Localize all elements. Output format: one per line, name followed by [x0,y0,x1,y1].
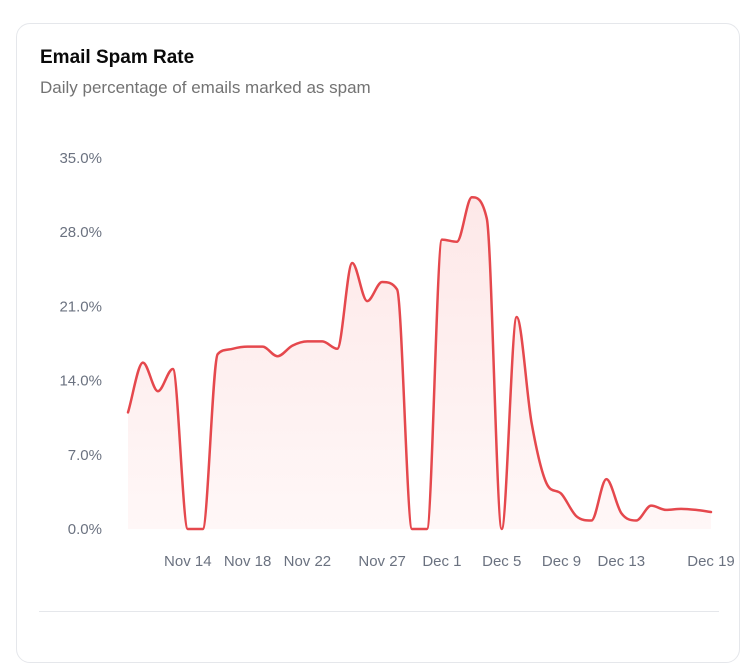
data-point[interactable] [514,314,520,320]
data-point[interactable] [469,194,475,200]
data-point[interactable] [484,215,490,221]
data-point[interactable] [289,343,295,349]
card-divider [39,611,719,612]
data-point[interactable] [603,476,609,482]
data-point[interactable] [334,346,340,352]
data-point[interactable] [245,344,251,350]
data-point[interactable] [708,509,714,515]
data-point[interactable] [185,526,191,532]
data-point[interactable] [274,353,280,359]
chart-title: Email Spam Rate [40,47,195,68]
x-tick-label: Dec 9 [542,553,581,570]
data-point[interactable] [499,526,505,532]
x-tick-label: Dec 19 [687,553,735,570]
spam-rate-area-chart: 0.0%7.0%14.0%21.0%28.0%35.0% Nov 14 Nov 1… [59,150,735,570]
data-point[interactable] [364,298,370,304]
data-point[interactable] [588,518,594,524]
y-tick-label: 28.0% [59,224,102,241]
data-point[interactable] [319,338,325,344]
data-point[interactable] [424,526,430,532]
data-point[interactable] [394,286,400,292]
data-point[interactable] [349,260,355,266]
data-point[interactable] [155,388,161,394]
data-point[interactable] [409,526,415,532]
data-point[interactable] [559,491,565,497]
x-tick-label: Nov 27 [358,553,406,570]
data-point[interactable] [140,360,146,366]
x-tick-label: Dec 5 [482,553,521,570]
data-point[interactable] [544,480,550,486]
data-point[interactable] [304,338,310,344]
y-tick-label: 14.0% [59,373,102,390]
series-area [128,197,711,529]
x-tick-label: Nov 18 [224,553,272,570]
data-point[interactable] [260,344,266,350]
x-tick-label: Nov 14 [164,553,212,570]
chart-subtitle: Daily percentage of emails marked as spa… [40,78,371,97]
data-point[interactable] [454,239,460,245]
y-tick-label: 35.0% [59,150,102,167]
data-point[interactable] [663,507,669,513]
data-point[interactable] [125,409,131,415]
data-point[interactable] [648,503,654,509]
x-tick-label: Nov 22 [284,553,332,570]
data-point[interactable] [170,366,176,372]
data-point[interactable] [633,518,639,524]
y-tick-label: 0.0% [68,521,102,538]
series-line [126,195,713,531]
data-point[interactable] [618,510,624,516]
data-point[interactable] [693,507,699,513]
data-point[interactable] [200,526,206,532]
data-point[interactable] [230,346,236,352]
y-tick-label: 21.0% [59,298,102,315]
data-point[interactable] [529,420,535,426]
data-point[interactable] [379,279,385,285]
x-axis: Nov 14 Nov 18 Nov 22 Nov 27 Dec 1 Dec 5 Dec 9 D… [164,553,735,570]
x-tick-label: Dec 1 [422,553,461,570]
data-point[interactable] [215,351,221,357]
data-point[interactable] [573,513,579,519]
data-point[interactable] [678,506,684,512]
data-point[interactable] [439,237,445,243]
y-axis: 0.0% 7.0% 14.0% 21.0% 28.0% 35.0% [59,150,102,538]
y-tick-label: 7.0% [68,447,102,464]
x-tick-label: Dec 13 [598,553,646,570]
